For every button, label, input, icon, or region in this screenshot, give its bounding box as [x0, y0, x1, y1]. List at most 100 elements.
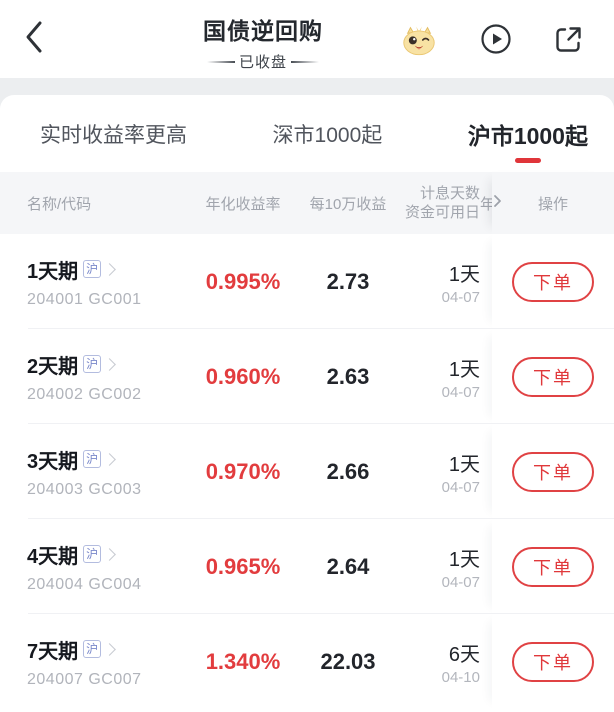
subtitle-dash-right — [291, 60, 319, 63]
income-per-100k: 22.03 — [320, 648, 376, 674]
security-name: 3天期 — [27, 450, 79, 473]
days-cell: 1天 04-07 — [396, 543, 480, 591]
mascot-emoji-icon[interactable] — [400, 20, 438, 58]
place-order-button[interactable]: 下单 — [512, 641, 594, 682]
security-code: 204003 GC003 — [27, 480, 142, 498]
security-code: 204007 GC007 — [27, 670, 142, 688]
table-body: 1天期 沪 204001 GC001 0.995% 2.73 1天 04-07 … — [0, 234, 614, 709]
annualized-rate: 0.960% — [205, 363, 281, 389]
column-header-days: 计息天数 资金可用日 — [396, 184, 480, 222]
security-cell: 7天期 沪 204007 GC007 — [0, 635, 186, 689]
security-code: 204001 GC001 — [27, 290, 142, 308]
place-order-button[interactable]: 下单 — [512, 356, 594, 397]
security-name: 4天期 — [27, 545, 79, 568]
income-per-100k: 2.64 — [326, 553, 370, 579]
place-order-button[interactable]: 下单 — [512, 261, 594, 302]
fund-available-date: 04-07 — [441, 383, 480, 401]
action-cell: 下单 — [492, 614, 614, 709]
fund-available-date: 04-07 — [441, 478, 480, 496]
interest-days: 1天 — [448, 453, 480, 476]
security-name: 2天期 — [27, 355, 79, 378]
table-header: 名称/代码 年化收益率 每10万收益 计息天数 资金可用日 年 操作 — [0, 172, 614, 234]
more-columns-chevron-icon[interactable] — [492, 194, 503, 212]
title-block: 国债逆回购 已收盘 — [0, 12, 526, 72]
security-name: 1天期 — [27, 260, 79, 283]
tab-label: 深市1000起 — [272, 123, 383, 147]
tab-shenzhen-1000[interactable]: 深市1000起 — [273, 95, 383, 172]
topbar-icons — [400, 0, 614, 78]
column-header-action: 操作 — [492, 172, 614, 234]
security-cell: 4天期 沪 204004 GC004 — [0, 540, 186, 594]
income-per-100k: 2.73 — [326, 268, 370, 294]
top-bar: 国债逆回购 已收盘 — [0, 0, 614, 78]
column-header-action-label: 操作 — [537, 195, 568, 213]
play-video-icon[interactable] — [480, 23, 512, 55]
repo-card: 实时收益率更高 深市1000起 沪市1000起 名称/代码 年化收益率 每10万… — [0, 95, 614, 712]
interest-days: 1天 — [448, 548, 480, 571]
security-name: 7天期 — [27, 640, 79, 663]
days-cell: 1天 04-07 — [396, 258, 480, 306]
action-cell: 下单 — [492, 234, 614, 329]
table-row: 7天期 沪 204007 GC007 1.340% 22.03 6天 04-10… — [0, 614, 614, 709]
security-code: 204002 GC002 — [27, 385, 142, 403]
subtitle-dash-left — [206, 60, 235, 63]
security-cell: 3天期 沪 204003 GC003 — [0, 445, 186, 499]
market-tag-badge: 沪 — [83, 545, 102, 563]
table-row: 2天期 沪 204002 GC002 0.960% 2.63 1天 04-07 … — [0, 329, 614, 424]
column-header-income: 每10万收益 — [309, 195, 387, 213]
security-name-link[interactable]: 3天期 沪 — [27, 445, 186, 474]
interest-days: 1天 — [448, 263, 480, 286]
chevron-right-icon — [103, 262, 117, 276]
market-status-label: 已收盘 — [238, 54, 287, 71]
column-header-days-line2: 资金可用日 — [404, 204, 480, 221]
security-name-link[interactable]: 2天期 沪 — [27, 350, 186, 379]
table-row: 1天期 沪 204001 GC001 0.995% 2.73 1天 04-07 … — [0, 234, 614, 329]
place-order-button[interactable]: 下单 — [512, 451, 594, 492]
tab-realtime-yield[interactable]: 实时收益率更高 — [40, 95, 187, 172]
table-row: 3天期 沪 204003 GC003 0.970% 2.66 1天 04-07 … — [0, 424, 614, 519]
market-tag-badge: 沪 — [83, 355, 102, 373]
days-cell: 1天 04-07 — [396, 353, 480, 401]
action-cell: 下单 — [492, 519, 614, 614]
fund-available-date: 04-10 — [441, 668, 480, 686]
income-per-100k: 2.63 — [326, 363, 370, 389]
annualized-rate: 1.340% — [205, 648, 281, 674]
place-order-button[interactable]: 下单 — [512, 546, 594, 587]
fund-available-date: 04-07 — [441, 288, 480, 306]
annualized-rate: 0.965% — [205, 553, 281, 579]
fund-available-date: 04-07 — [441, 573, 480, 591]
interest-days: 1天 — [448, 358, 480, 381]
back-chevron-icon — [23, 20, 45, 59]
tab-shanghai-1000[interactable]: 沪市1000起 — [468, 95, 588, 172]
market-tag-badge: 沪 — [83, 260, 102, 278]
table-row: 4天期 沪 204004 GC004 0.965% 2.64 1天 04-07 … — [0, 519, 614, 614]
interest-days: 6天 — [448, 643, 480, 666]
security-name-link[interactable]: 7天期 沪 — [27, 635, 186, 664]
chevron-right-icon — [103, 452, 117, 466]
days-cell: 6天 04-10 — [396, 638, 480, 686]
annualized-rate: 0.995% — [205, 268, 281, 294]
chevron-right-icon — [103, 547, 117, 561]
tab-label: 沪市1000起 — [467, 122, 588, 149]
active-tab-underline — [514, 158, 541, 163]
column-header-name: 名称/代码 — [27, 195, 92, 213]
chevron-right-icon — [103, 642, 117, 656]
back-button[interactable] — [14, 18, 54, 60]
background-gap — [0, 78, 614, 95]
market-tag-badge: 沪 — [83, 640, 102, 658]
action-cell: 下单 — [492, 329, 614, 424]
security-cell: 2天期 沪 204002 GC002 — [0, 350, 186, 404]
days-cell: 1天 04-07 — [396, 448, 480, 496]
annualized-rate: 0.970% — [205, 458, 281, 484]
column-header-rate: 年化收益率 — [205, 195, 281, 213]
income-per-100k: 2.66 — [326, 458, 370, 484]
page-title: 国债逆回购 — [203, 18, 323, 44]
share-external-icon[interactable] — [552, 23, 585, 56]
tab-label: 实时收益率更高 — [40, 123, 187, 147]
security-cell: 1天期 沪 204001 GC001 — [0, 255, 186, 309]
action-cell: 下单 — [492, 424, 614, 519]
security-name-link[interactable]: 4天期 沪 — [27, 540, 186, 569]
security-name-link[interactable]: 1天期 沪 — [27, 255, 186, 284]
market-tag-badge: 沪 — [83, 450, 102, 468]
security-code: 204004 GC004 — [27, 575, 142, 593]
